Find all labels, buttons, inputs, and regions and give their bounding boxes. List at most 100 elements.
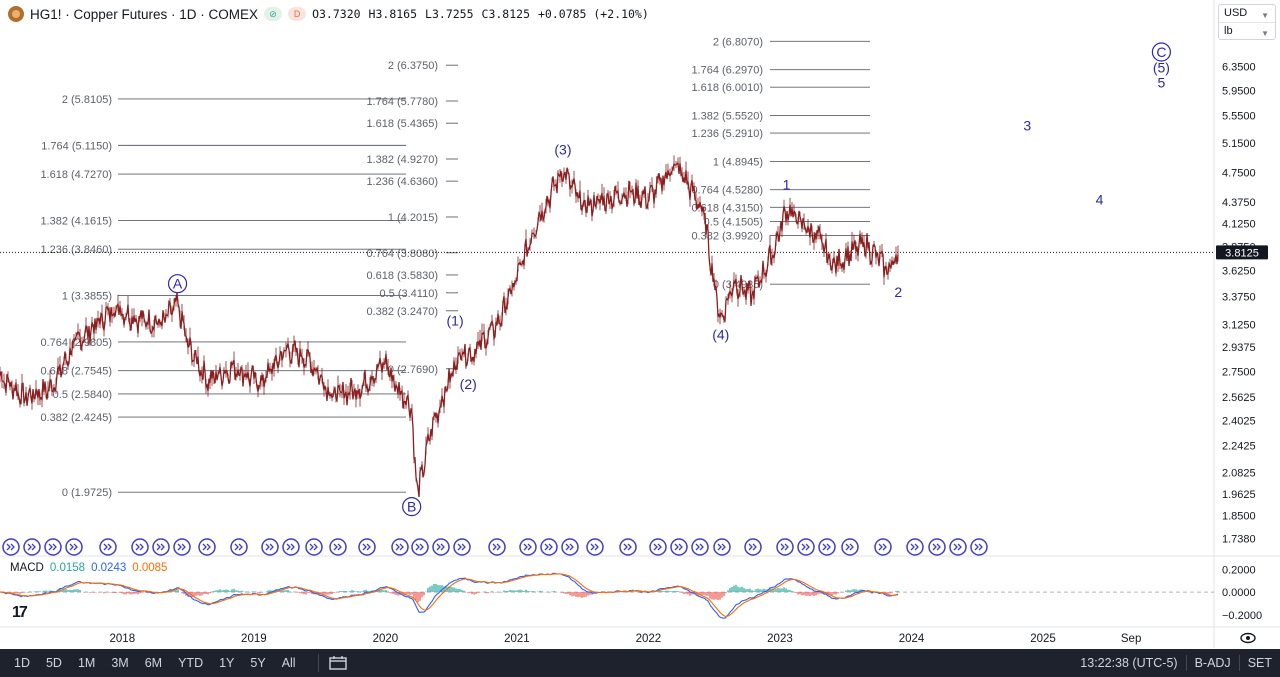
contract-roll-icon[interactable] xyxy=(173,538,191,556)
wave-label[interactable]: (1) xyxy=(447,312,464,328)
settings-icon[interactable] xyxy=(1238,630,1258,646)
wave-label[interactable]: A xyxy=(173,276,183,292)
macd-legend[interactable]: MACD 0.0158 0.0243 0.0085 xyxy=(10,562,167,574)
contract-roll-icon[interactable] xyxy=(44,538,62,556)
wave-label[interactable]: 1 xyxy=(783,177,791,193)
timeframe-all-button[interactable]: All xyxy=(281,656,296,670)
contract-roll-glyph xyxy=(910,543,919,551)
contract-roll-icon[interactable] xyxy=(432,538,450,556)
contract-roll-icon[interactable] xyxy=(261,538,279,556)
fib-mid-level-label: 0.764 (3.8080) xyxy=(366,248,438,260)
market-status-icon[interactable]: ⊘ xyxy=(264,7,283,21)
price-axis-tick: 3.1250 xyxy=(1222,320,1256,332)
contract-roll-icon[interactable] xyxy=(744,538,762,556)
clock-timezone[interactable]: 13:22:38 (UTC-5) xyxy=(1080,656,1178,670)
contract-roll-icon[interactable] xyxy=(282,538,300,556)
contract-roll-glyph xyxy=(69,543,78,551)
contract-roll-glyph xyxy=(415,543,424,551)
contract-roll-icon[interactable] xyxy=(649,538,667,556)
timeframe-1m-button[interactable]: 1M xyxy=(77,656,96,670)
wave-label[interactable]: 2 xyxy=(894,284,902,300)
contract-roll-icon[interactable] xyxy=(358,538,376,556)
delayed-data-badge[interactable]: D xyxy=(288,7,307,21)
fib-left-level-label: 0.618 (2.7545) xyxy=(40,366,112,378)
wave-label[interactable]: 5 xyxy=(1157,74,1165,90)
fib-right-level-label: 2 (6.8070) xyxy=(713,36,763,48)
contract-roll-icon[interactable] xyxy=(841,538,859,556)
date-range-icon[interactable] xyxy=(317,654,347,672)
contract-roll-glyph xyxy=(333,543,342,551)
contract-roll-icon[interactable] xyxy=(928,538,946,556)
wave-label[interactable]: (4) xyxy=(712,327,729,343)
contract-roll-icon[interactable] xyxy=(99,538,117,556)
contract-roll-icon[interactable] xyxy=(776,538,794,556)
price-axis-tick: 4.3750 xyxy=(1222,197,1256,209)
unit-dropdown[interactable]: lb ▼ xyxy=(1219,22,1275,39)
price-axis-tick: 2.0825 xyxy=(1222,467,1256,479)
fib-left-level-label: 1 (3.3855) xyxy=(62,291,112,303)
contract-roll-icon[interactable] xyxy=(970,538,988,556)
contract-roll-icon[interactable] xyxy=(540,538,558,556)
macd-hist-value: 0.0158 xyxy=(49,562,86,574)
contract-roll-icon[interactable] xyxy=(65,538,83,556)
contract-roll-icon[interactable] xyxy=(906,538,924,556)
contract-roll-icon[interactable] xyxy=(152,538,170,556)
wave-label[interactable]: 4 xyxy=(1096,191,1104,207)
price-axis-tick: 6.3500 xyxy=(1222,62,1256,74)
adjustment-toggle[interactable]: B-ADJ xyxy=(1194,656,1231,670)
contract-roll-icon[interactable] xyxy=(305,538,323,556)
contract-roll-icon[interactable] xyxy=(797,538,815,556)
macd-signal-line[interactable] xyxy=(0,573,899,617)
contract-roll-icon[interactable] xyxy=(453,538,471,556)
contract-roll-icon[interactable] xyxy=(713,538,731,556)
ohlc-values: O3.7320 H3.8165 L3.7255 C3.8125 +0.0785 … xyxy=(312,7,649,21)
fib-left-level-label: 1.236 (3.8460) xyxy=(40,244,112,256)
contract-roll-icon[interactable] xyxy=(691,538,709,556)
contract-roll-glyph xyxy=(523,543,532,551)
wave-label[interactable]: 3 xyxy=(1023,117,1031,133)
contract-roll-icon[interactable] xyxy=(670,538,688,556)
currency-dropdown[interactable]: USD ▼ xyxy=(1219,5,1275,22)
contract-roll-icon[interactable] xyxy=(391,538,409,556)
contract-roll-icon[interactable] xyxy=(586,538,604,556)
wave-label[interactable]: (5) xyxy=(1153,59,1170,75)
time-axis-label: 2023 xyxy=(767,633,793,645)
contract-roll-icon[interactable] xyxy=(411,538,429,556)
contract-roll-glyph xyxy=(974,543,983,551)
timeframe-5d-button[interactable]: 5D xyxy=(45,656,62,670)
contract-roll-glyph xyxy=(6,543,15,551)
contract-roll-icon[interactable] xyxy=(818,538,836,556)
currency-unit-selector[interactable]: USD ▼ lb ▼ xyxy=(1218,4,1276,40)
price-axis-tick: 4.7500 xyxy=(1222,167,1256,179)
contract-roll-icon[interactable] xyxy=(619,538,637,556)
contract-roll-icon[interactable] xyxy=(23,538,41,556)
contract-roll-icon[interactable] xyxy=(949,538,967,556)
contract-roll-icon[interactable] xyxy=(329,538,347,556)
contract-roll-icon[interactable] xyxy=(230,538,248,556)
timeframe-1d-button[interactable]: 1D xyxy=(14,656,30,670)
contract-roll-icon[interactable] xyxy=(519,538,537,556)
session-toggle[interactable]: SET xyxy=(1247,656,1272,670)
wave-label[interactable]: B xyxy=(407,499,416,515)
contract-roll-icon[interactable] xyxy=(198,538,216,556)
tradingview-logo[interactable]: 17 xyxy=(12,604,28,621)
contract-roll-icon[interactable] xyxy=(561,538,579,556)
wave-label[interactable]: (3) xyxy=(554,141,571,157)
timeframe-3m-button[interactable]: 3M xyxy=(111,656,129,670)
timeframe-5y-button[interactable]: 5Y xyxy=(250,656,266,670)
macd-axis-tick: 0.0000 xyxy=(1222,587,1256,599)
contract-roll-glyph xyxy=(653,543,662,551)
wave-label[interactable]: (2) xyxy=(460,376,477,392)
price-change: +0.0785 (+2.10%) xyxy=(538,7,649,21)
chart-title[interactable]: HG1! · Copper Futures · 1D · COMEX xyxy=(30,6,259,22)
time-axis-label: 2022 xyxy=(636,633,662,645)
timeframe-ytd-button[interactable]: YTD xyxy=(178,656,204,670)
contract-roll-icon[interactable] xyxy=(131,538,149,556)
timeframe-6m-button[interactable]: 6M xyxy=(144,656,163,670)
contract-roll-icon[interactable] xyxy=(874,538,892,556)
wave-label[interactable]: C xyxy=(1156,44,1166,60)
timeframe-1y-button[interactable]: 1Y xyxy=(219,656,235,670)
contract-roll-icon[interactable] xyxy=(488,538,506,556)
contract-roll-icon[interactable] xyxy=(2,538,20,556)
